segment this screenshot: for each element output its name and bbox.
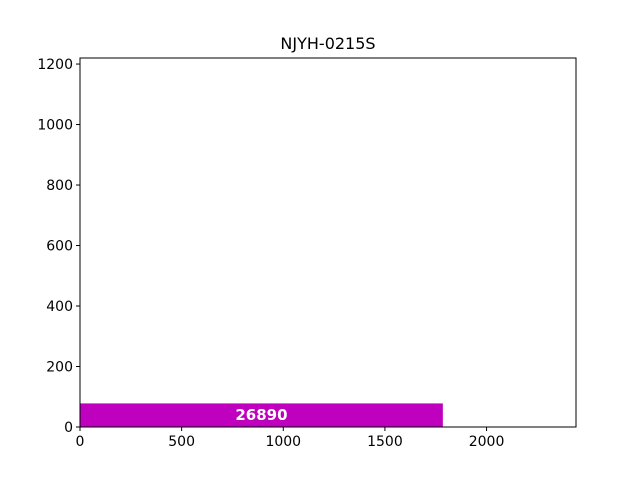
chart-title: NJYH-0215S bbox=[280, 34, 375, 53]
y-tick-label-2: 400 bbox=[46, 299, 73, 315]
bar-label-0: 26890 bbox=[235, 406, 287, 424]
y-axis: 0 200 400 600 800 1000 1200 bbox=[37, 57, 80, 436]
x-axis: 0 500 1000 1500 2000 bbox=[76, 427, 505, 450]
x-tick-label-3: 1500 bbox=[367, 434, 403, 450]
x-tick-label-1: 500 bbox=[168, 434, 195, 450]
y-tick-label-0: 0 bbox=[64, 420, 73, 436]
bar-0 bbox=[80, 403, 443, 427]
x-tick-label-0: 0 bbox=[76, 434, 85, 450]
y-tick-label-4: 800 bbox=[46, 178, 73, 194]
x-tick-label-4: 2000 bbox=[469, 434, 505, 450]
plot-frame bbox=[79, 57, 577, 428]
y-tick-label-1: 200 bbox=[46, 360, 73, 376]
bars-layer: 26890 bbox=[80, 403, 443, 427]
y-tick-label-3: 600 bbox=[46, 239, 73, 255]
x-tick-label-2: 1000 bbox=[265, 434, 301, 450]
y-tick-label-6: 1200 bbox=[37, 57, 73, 73]
y-tick-label-5: 1000 bbox=[37, 118, 73, 134]
